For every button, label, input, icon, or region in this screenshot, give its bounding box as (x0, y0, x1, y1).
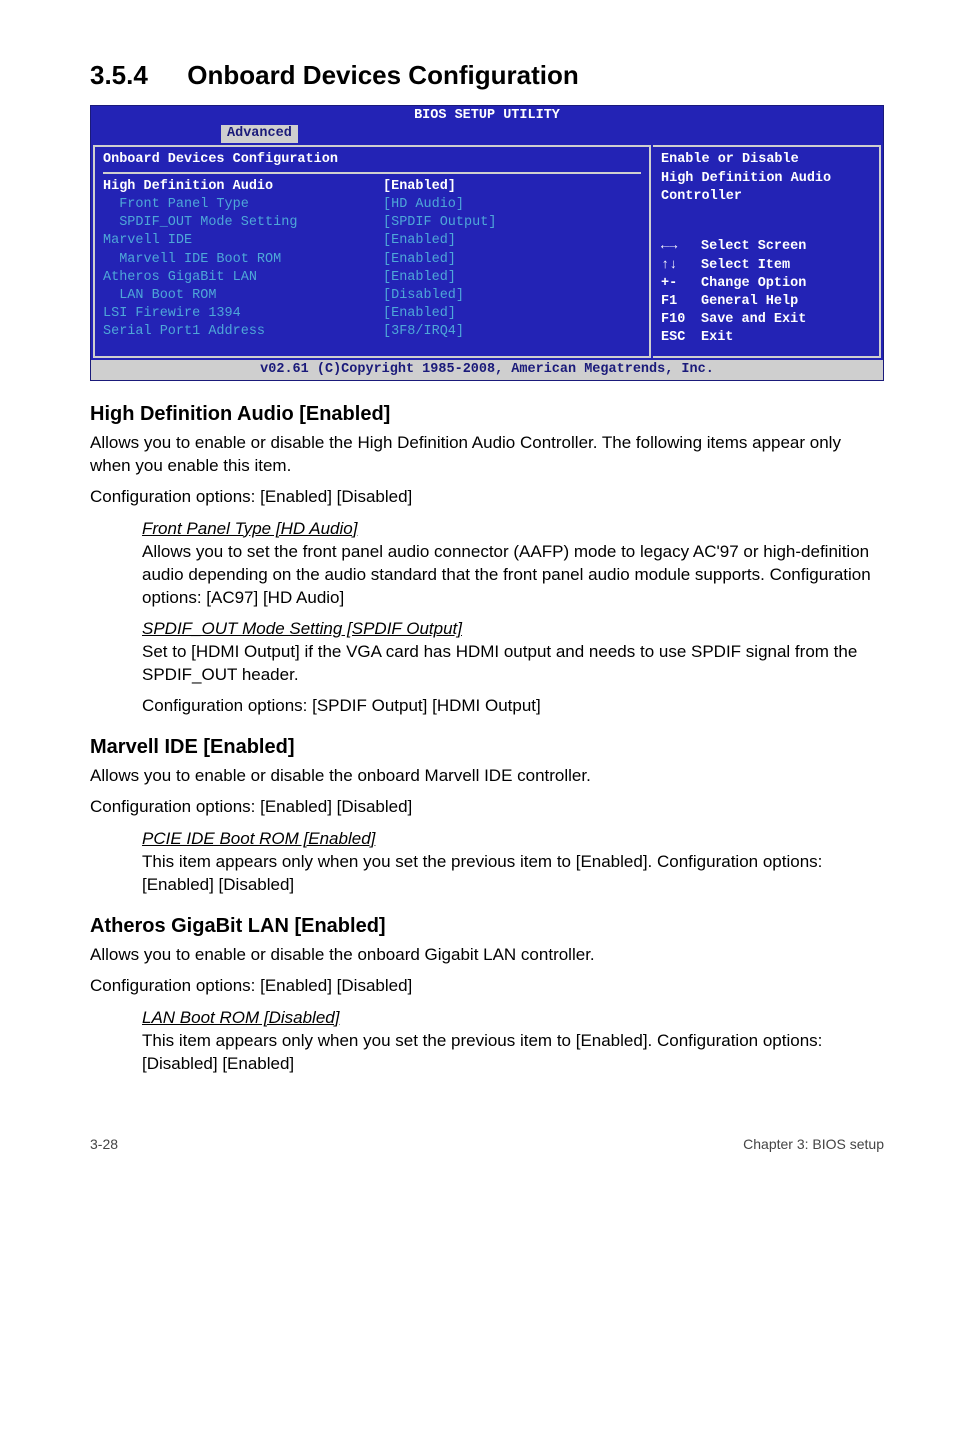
section-heading: 3.5.4 Onboard Devices Configuration (90, 60, 884, 91)
bios-right-panel: Enable or Disable High Definition Audio … (653, 145, 881, 357)
bios-legend-text: Select Screen (701, 239, 806, 254)
bios-legend-text: General Help (701, 294, 798, 309)
bios-setting-row: Front Panel Type[HD Audio] (103, 196, 641, 214)
bios-legend-text: Select Item (701, 258, 790, 273)
bios-legend-row: +-Change Option (661, 275, 871, 293)
bios-setting-value: [Enabled] (383, 232, 456, 250)
footer-page-number: 3-28 (90, 1136, 118, 1152)
section-title: Onboard Devices Configuration (187, 60, 579, 90)
bios-setting-row: Marvell IDE[Enabled] (103, 232, 641, 250)
bios-setting-row: SPDIF_OUT Mode Setting[SPDIF Output] (103, 214, 641, 232)
bios-screenshot: BIOS SETUP UTILITY Advanced Onboard Devi… (90, 105, 884, 381)
bios-setting-row: LSI Firewire 1394[Enabled] (103, 305, 641, 323)
bios-legend-text: Exit (701, 330, 733, 345)
bios-legend-key: F10 (661, 311, 701, 329)
bios-setting-row: High Definition Audio[Enabled] (103, 178, 641, 196)
body-text: Configuration options: [SPDIF Output] [H… (142, 695, 874, 718)
bios-legend-row: F10Save and Exit (661, 311, 871, 329)
subhead-atheros: Atheros GigaBit LAN [Enabled] (90, 915, 884, 938)
subhead-hda: High Definition Audio [Enabled] (90, 403, 884, 426)
bios-setting-label: High Definition Audio (103, 178, 383, 196)
bios-help-line: High Definition Audio (661, 170, 871, 188)
body-text: This item appears only when you set the … (142, 1030, 874, 1076)
body-text: Configuration options: [Enabled] [Disabl… (90, 486, 884, 509)
bios-setting-row: Serial Port1 Address[3F8/IRQ4] (103, 323, 641, 341)
bios-setting-value: [Enabled] (383, 269, 456, 287)
bios-setting-label: LAN Boot ROM (103, 287, 383, 305)
body-text: Allows you to enable or disable the onbo… (90, 944, 884, 967)
bios-setting-label: Serial Port1 Address (103, 323, 383, 341)
bios-legend-key: ↑↓ (661, 257, 701, 275)
page-footer: 3-28 Chapter 3: BIOS setup (90, 1136, 884, 1152)
bios-setting-label: Marvell IDE (103, 232, 383, 250)
bios-legend-row: F1General Help (661, 293, 871, 311)
bios-legend-text: Save and Exit (701, 312, 806, 327)
body-text: Configuration options: [Enabled] [Disabl… (90, 975, 884, 998)
bios-tab-advanced: Advanced (221, 125, 298, 143)
body-text: Set to [HDMI Output] if the VGA card has… (142, 641, 874, 687)
bios-legend-row: ↑↓Select Item (661, 257, 871, 275)
bios-help-text: Enable or Disable High Definition Audio … (661, 151, 871, 206)
bios-legend-key: +- (661, 275, 701, 293)
bios-left-panel: Onboard Devices Configuration High Defin… (93, 145, 651, 357)
bios-panel-header: Onboard Devices Configuration (103, 151, 641, 173)
bios-setting-value: [Enabled] (383, 251, 456, 269)
item-title: PCIE IDE Boot ROM [Enabled] (142, 829, 874, 849)
footer-chapter: Chapter 3: BIOS setup (743, 1136, 884, 1152)
bios-help-line: Controller (661, 188, 871, 206)
bios-setting-label: Front Panel Type (103, 196, 383, 214)
item-title: LAN Boot ROM [Disabled] (142, 1008, 874, 1028)
bios-setting-value: [HD Audio] (383, 196, 464, 214)
bios-legend: ←→Select Screen↑↓Select Item+-Change Opt… (661, 238, 871, 347)
bios-setting-row: Marvell IDE Boot ROM[Enabled] (103, 251, 641, 269)
bios-legend-key: ←→ (661, 238, 701, 256)
item-title: Front Panel Type [HD Audio] (142, 519, 874, 539)
body-text: Allows you to set the front panel audio … (142, 541, 874, 610)
bios-legend-row: ESCExit (661, 329, 871, 347)
body-text: Allows you to enable or disable the High… (90, 432, 884, 478)
bios-setting-value: [Enabled] (383, 305, 456, 323)
bios-help-line: Enable or Disable (661, 151, 871, 169)
bios-setting-value: [3F8/IRQ4] (383, 323, 464, 341)
bios-setting-value: [Enabled] (383, 178, 456, 196)
item-title: SPDIF_OUT Mode Setting [SPDIF Output] (142, 619, 874, 639)
bios-legend-key: ESC (661, 329, 701, 347)
bios-setting-row: LAN Boot ROM[Disabled] (103, 287, 641, 305)
bios-setting-label: LSI Firewire 1394 (103, 305, 383, 323)
body-text: Configuration options: [Enabled] [Disabl… (90, 796, 884, 819)
bios-legend-text: Change Option (701, 276, 806, 291)
section-number: 3.5.4 (90, 60, 180, 91)
bios-setting-value: [SPDIF Output] (383, 214, 496, 232)
bios-setting-row: Atheros GigaBit LAN[Enabled] (103, 269, 641, 287)
bios-legend-row: ←→Select Screen (661, 238, 871, 256)
bios-titlebar: BIOS SETUP UTILITY Advanced (91, 106, 883, 143)
bios-setting-label: Marvell IDE Boot ROM (103, 251, 383, 269)
body-text: Allows you to enable or disable the onbo… (90, 765, 884, 788)
bios-setting-label: Atheros GigaBit LAN (103, 269, 383, 287)
bios-title: BIOS SETUP UTILITY (91, 107, 883, 125)
bios-copyright: v02.61 (C)Copyright 1985-2008, American … (91, 360, 883, 380)
body-text: This item appears only when you set the … (142, 851, 874, 897)
subhead-marvell: Marvell IDE [Enabled] (90, 736, 884, 759)
bios-setting-value: [Disabled] (383, 287, 464, 305)
bios-setting-label: SPDIF_OUT Mode Setting (103, 214, 383, 232)
bios-legend-key: F1 (661, 293, 701, 311)
